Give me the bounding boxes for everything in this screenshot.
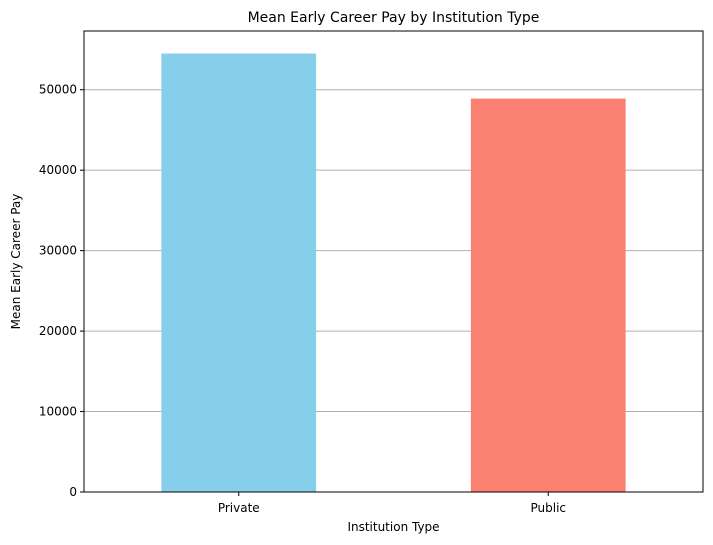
bar-private [161, 53, 317, 493]
chart-title: Mean Early Career Pay by Institution Typ… [248, 10, 540, 26]
y-tick-label: 50000 [39, 83, 77, 97]
x-tick-label: Private [218, 501, 260, 515]
y-tick-label: 20000 [39, 324, 77, 338]
bar-public [470, 98, 626, 493]
y-axis-ticks: 0 10000 20000 30000 40000 50000 [39, 83, 84, 499]
plot-frame [83, 30, 704, 493]
x-axis-ticks: Private Public [218, 492, 566, 515]
y-tick-label: 40000 [39, 163, 77, 177]
y-tick-label: 10000 [39, 405, 77, 419]
x-axis-label: Institution Type [347, 520, 439, 534]
x-tick-label: Public [530, 501, 566, 515]
y-axis-label: Mean Early Career Pay [9, 194, 23, 330]
y-tick-label: 0 [69, 485, 77, 499]
y-tick-label: 30000 [39, 244, 77, 258]
bars [161, 53, 626, 493]
